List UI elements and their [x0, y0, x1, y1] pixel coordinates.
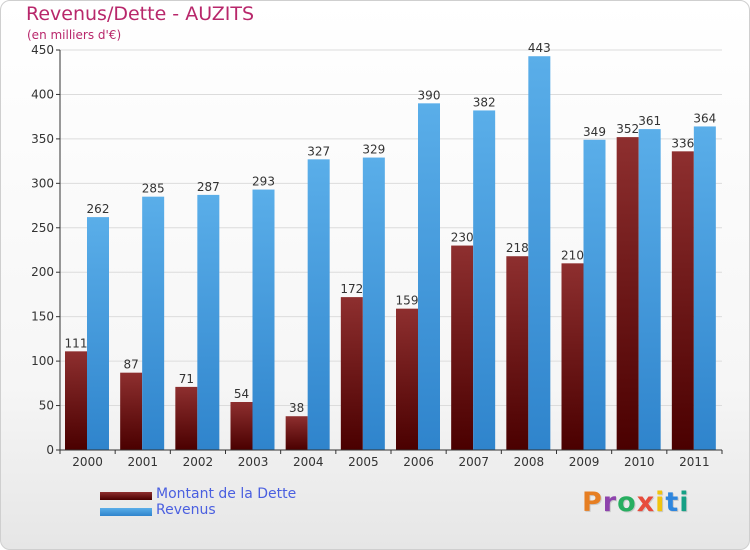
bar-dette-2002 — [175, 386, 198, 450]
data-labels: 111 262 87 285 71 287 54 293 38 327 172 329 159 390 23… — [65, 41, 717, 415]
x-tick-label: 2006 — [403, 455, 434, 469]
bar-dette-2003 — [230, 402, 253, 450]
grid-lines — [60, 49, 722, 451]
bar-dette-2000 — [65, 351, 87, 450]
data-label-revenus: 327 — [307, 144, 330, 158]
bar-dette-2005 — [340, 297, 363, 450]
x-tick-label: 2010 — [624, 455, 655, 469]
data-label-revenus: 287 — [197, 180, 220, 194]
x-tick-label: 2004 — [293, 455, 324, 469]
y-tick-label: 100 — [31, 354, 54, 368]
y-tick-label: 400 — [31, 87, 54, 101]
data-label-dette: 352 — [616, 122, 639, 136]
data-label-dette: 159 — [396, 294, 419, 308]
y-tick-label: 50 — [39, 399, 54, 413]
data-label-revenus: 390 — [418, 88, 441, 102]
bar-dette-2008 — [506, 256, 529, 450]
data-label-dette: 172 — [340, 282, 363, 296]
bar-revenus-2003 — [252, 189, 275, 451]
bar-dette-2006 — [396, 308, 418, 450]
logo-letter: i — [655, 487, 666, 518]
bar-revenus-2001 — [142, 196, 165, 450]
bar-dette-2004 — [285, 416, 308, 450]
data-label-revenus: 364 — [693, 111, 716, 125]
bar-dette-2007 — [451, 245, 474, 450]
x-tick-label: 2007 — [458, 455, 489, 469]
axes: 0 50 100 150 200 250 300 350 400 450 2000 2001 2002 2… — [31, 43, 723, 469]
y-tick-label: 0 — [46, 443, 54, 457]
data-label-revenus: 361 — [638, 114, 661, 128]
logo-letter: o — [617, 487, 637, 518]
x-tick-label: 2002 — [183, 455, 214, 469]
data-label-dette: 71 — [179, 372, 194, 386]
data-label-revenus: 285 — [142, 182, 165, 196]
data-label-revenus: 262 — [87, 202, 110, 216]
y-tick-label: 250 — [31, 221, 54, 235]
data-label-revenus: 293 — [252, 175, 275, 189]
bar-dette-2001 — [120, 372, 143, 450]
data-label-dette: 54 — [234, 387, 249, 401]
logo-letter: P — [582, 487, 603, 518]
logo-letter: r — [602, 487, 618, 518]
x-tick-label: 2005 — [348, 455, 379, 469]
bar-revenus-2009 — [583, 139, 606, 450]
bar-revenus-2007 — [473, 110, 496, 450]
legend-label-revenus: Revenus — [156, 502, 216, 518]
chart-subtitle: (en milliers d'€) — [27, 28, 122, 42]
x-tick-label: 2003 — [238, 455, 269, 469]
data-label-dette: 336 — [671, 136, 694, 150]
bar-revenus-2008 — [528, 56, 551, 450]
data-label-dette: 210 — [561, 248, 584, 262]
data-label-revenus: 443 — [528, 41, 551, 55]
bar-revenus-2011 — [693, 126, 716, 450]
chart-title: Revenus/Dette - AUZITS — [26, 3, 255, 25]
bar-revenus-2010 — [638, 129, 661, 450]
x-tick-label: 2000 — [72, 455, 103, 469]
bar-dette-2009 — [561, 263, 584, 450]
data-label-dette: 111 — [65, 336, 88, 350]
bar-revenus-2000 — [87, 217, 109, 450]
data-label-dette: 230 — [451, 231, 474, 245]
data-label-revenus: 329 — [362, 143, 385, 157]
logo-letter: i — [679, 487, 690, 518]
y-tick-label: 350 — [31, 132, 54, 146]
data-label-revenus: 382 — [473, 95, 496, 109]
bar-dette-2010 — [616, 137, 639, 450]
legend-swatch-dette — [100, 492, 152, 500]
y-tick-label: 300 — [31, 176, 54, 190]
y-tick-label: 450 — [31, 43, 54, 57]
logo-letter: t — [665, 487, 680, 518]
data-label-dette: 87 — [124, 358, 139, 372]
bars — [65, 56, 716, 451]
y-tick-label: 200 — [31, 265, 54, 279]
y-tick-label: 150 — [31, 310, 54, 324]
bar-revenus-2006 — [418, 103, 440, 450]
bar-dette-2011 — [671, 151, 694, 451]
x-tick-label: 2009 — [569, 455, 600, 469]
data-label-dette: 38 — [289, 401, 304, 415]
data-label-revenus: 349 — [583, 125, 606, 139]
bar-revenus-2005 — [362, 157, 385, 451]
x-tick-label: 2011 — [679, 455, 710, 469]
x-tick-label: 2008 — [514, 455, 545, 469]
legend-swatch-revenus — [100, 508, 152, 516]
x-tick-label: 2001 — [127, 455, 158, 469]
proxiti-logo: Proxiti — [582, 487, 690, 518]
data-label-dette: 218 — [506, 241, 529, 255]
legend-label-dette: Montant de la Dette — [156, 486, 297, 502]
logo-letter: x — [636, 487, 656, 518]
bar-revenus-2002 — [197, 194, 220, 450]
bar-revenus-2004 — [307, 159, 330, 451]
